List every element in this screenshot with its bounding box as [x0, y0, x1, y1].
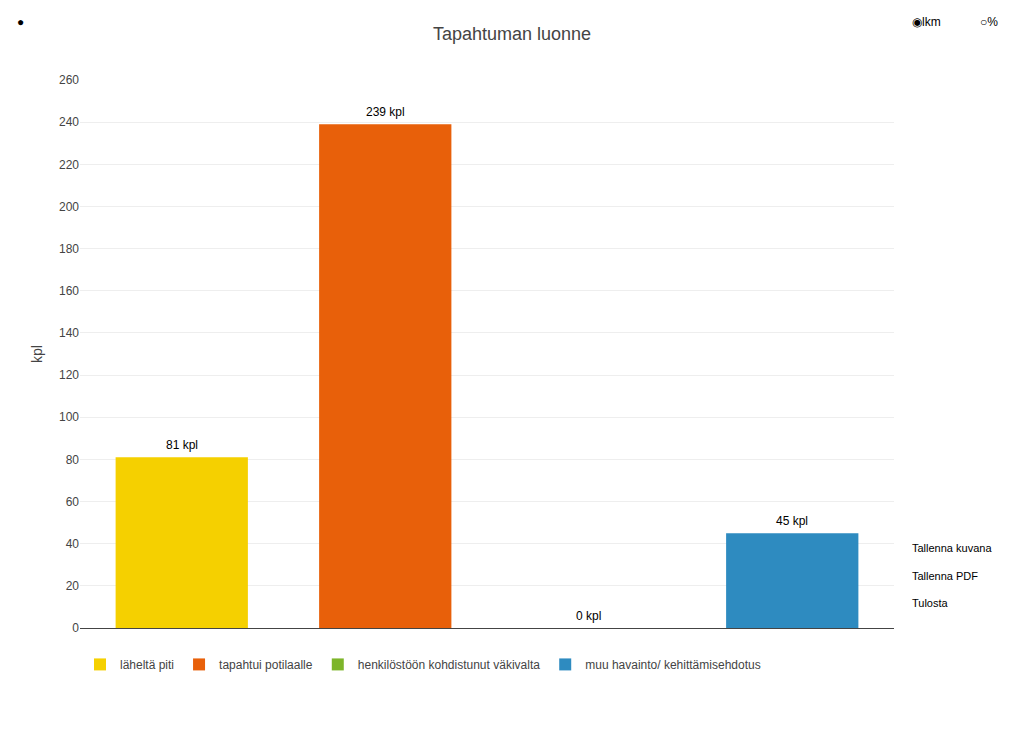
svg-text:kpl: kpl	[29, 345, 45, 363]
svg-text:40: 40	[66, 537, 80, 551]
svg-text:0: 0	[72, 621, 79, 635]
svg-text:60: 60	[66, 495, 80, 509]
svg-text:81 kpl: 81 kpl	[166, 438, 198, 452]
svg-text:●: ●	[17, 15, 24, 29]
svg-text:0 kpl: 0 kpl	[576, 609, 601, 623]
svg-text:tapahtui potilaalle: tapahtui potilaalle	[219, 658, 313, 672]
svg-text:○%: ○%	[980, 15, 998, 29]
svg-text:20: 20	[66, 579, 80, 593]
svg-text:200: 200	[59, 200, 79, 214]
svg-text:Tallenna PDF: Tallenna PDF	[912, 570, 978, 582]
svg-text:260: 260	[59, 73, 79, 87]
svg-text:140: 140	[59, 326, 79, 340]
svg-text:100: 100	[59, 410, 79, 424]
svg-text:45 kpl: 45 kpl	[776, 514, 808, 528]
svg-text:80: 80	[66, 453, 80, 467]
svg-text:240: 240	[59, 115, 79, 129]
svg-text:Tulosta: Tulosta	[912, 597, 949, 609]
svg-text:239 kpl: 239 kpl	[366, 105, 405, 119]
svg-text:henkilöstöön kohdistunut väkiv: henkilöstöön kohdistunut väkivalta	[358, 658, 540, 672]
svg-text:160: 160	[59, 284, 79, 298]
svg-text:220: 220	[59, 158, 79, 172]
svg-text:◉lkm: ◉lkm	[912, 15, 941, 29]
svg-text:Tapahtuman luonne: Tapahtuman luonne	[433, 24, 591, 44]
svg-text:120: 120	[59, 368, 79, 382]
svg-text:muu havainto/ kehittämisehdotu: muu havainto/ kehittämisehdotus	[585, 658, 760, 672]
svg-text:180: 180	[59, 242, 79, 256]
svg-text:Tallenna kuvana: Tallenna kuvana	[912, 542, 992, 554]
svg-text:läheltä piti: läheltä piti	[120, 658, 174, 672]
